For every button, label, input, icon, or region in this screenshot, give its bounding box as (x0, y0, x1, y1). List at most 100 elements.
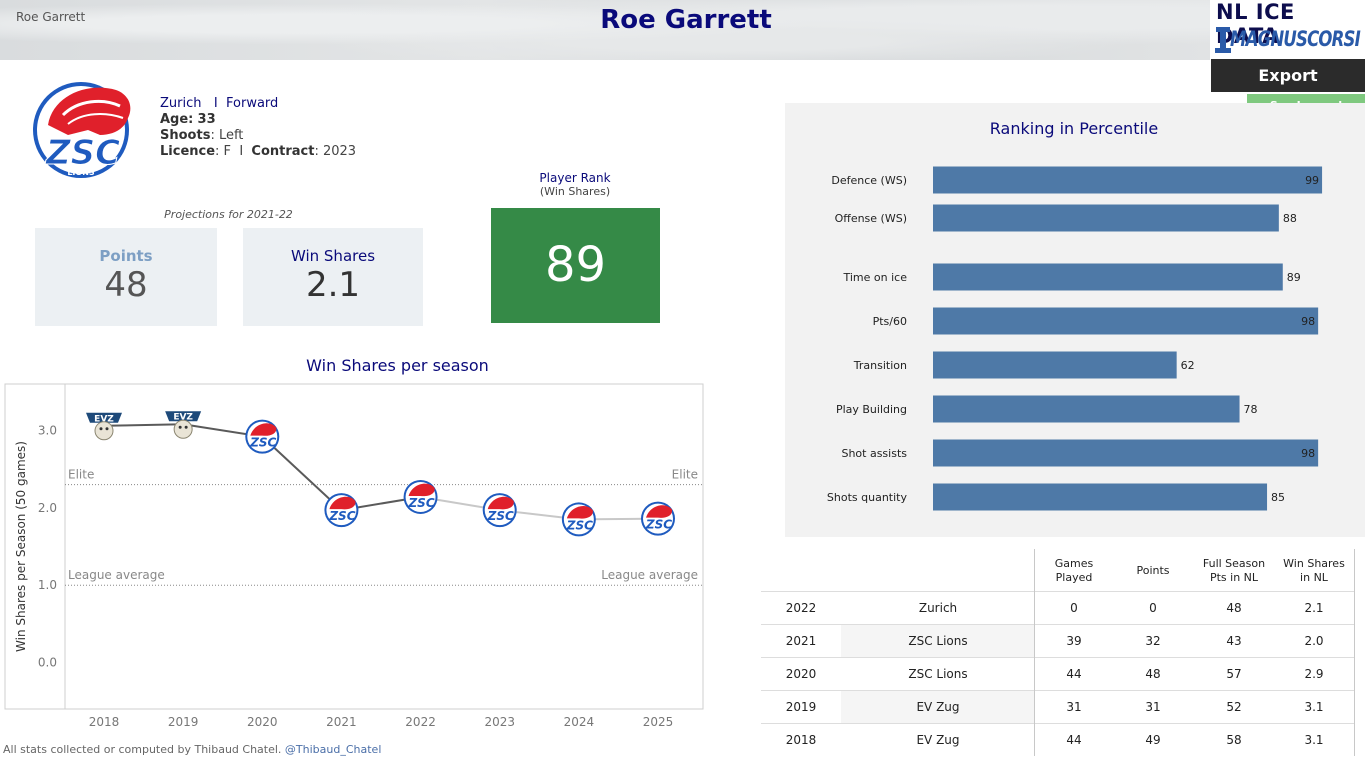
ws-y-tick-label: 1.0 (38, 578, 57, 592)
brand-logo[interactable]: NL ICE DATA MAGNUSCORSI (1212, 0, 1365, 58)
ws-x-tick-label: 2022 (405, 715, 436, 729)
row-shade (841, 691, 1035, 723)
table-cell-value: 44 (1066, 733, 1082, 747)
table-cell-team: EV Zug (916, 733, 960, 747)
ws-point-zsc-logo-icon[interactable]: ZSC (482, 493, 517, 528)
age-value: 33 (197, 112, 216, 127)
player-rank-caption: Player Rank (Win Shares) (490, 171, 660, 199)
table-cell-value: 52 (1226, 700, 1242, 714)
winshares-kpi-value: 2.1 (305, 265, 361, 305)
table-cell-value: 32 (1145, 634, 1161, 648)
licence-label: Licence (160, 144, 216, 159)
table-cell-value: 57 (1226, 667, 1242, 681)
table-row[interactable]: 2020 ZSC Lions 44 48 57 2.9 (761, 657, 1355, 690)
ws-point-zsc-logo-icon[interactable]: ZSC (324, 493, 359, 528)
svg-text:ZSC: ZSC (566, 518, 593, 532)
zsc-lions-logo-icon: ZSC LIONS (33, 82, 131, 178)
ws-x-tick-label: 2023 (484, 715, 515, 729)
row-shade (841, 625, 1035, 657)
ws-line-segment (103, 423, 184, 427)
pct-bar[interactable] (933, 166, 1323, 194)
table-header-line: Pts in NL (1209, 571, 1259, 584)
table-cell-value: 39 (1066, 634, 1082, 648)
player-info: Zurich I Forward Age: 33 Shoots: Left Li… (160, 96, 356, 160)
age-row: Age: 33 (160, 112, 356, 128)
pct-category-label: Offense (WS) (835, 212, 907, 225)
export-button[interactable]: Export (1211, 59, 1365, 92)
pct-bar[interactable] (933, 439, 1319, 467)
banner-texture (0, 0, 1210, 60)
pct-bar[interactable] (933, 204, 1279, 232)
pct-bar[interactable] (933, 351, 1177, 379)
pct-value-label: 99 (1305, 174, 1319, 187)
table-cell-value: 2.0 (1304, 634, 1324, 648)
player-position: Forward (226, 96, 279, 111)
table-cell-value: 2.1 (1304, 601, 1324, 615)
ws-reference-label-right: League average (601, 568, 698, 582)
shoots-value: : Left (210, 128, 244, 143)
pct-value-label: 78 (1244, 403, 1258, 416)
ws-y-axis-label: Win Shares per Season (50 games) (14, 441, 28, 652)
table-cell-year: 2022 (785, 601, 817, 615)
svg-text:ZSC: ZSC (487, 509, 514, 523)
ws-plot-frame (4, 383, 704, 710)
shoots-label: Shoots (160, 128, 211, 143)
table-row[interactable]: 2021 ZSC Lions 39 32 43 2.0 (761, 624, 1355, 657)
table-divider (1034, 549, 1035, 756)
ws-point-zsc-logo-icon[interactable]: ZSC (641, 501, 675, 536)
pct-bar[interactable] (933, 483, 1268, 511)
team-name: Zurich (160, 96, 202, 111)
table-cell-year: 2019 (785, 700, 817, 714)
table-row[interactable]: 2018 EV Zug 44 49 58 3.1 (761, 723, 1355, 756)
table-column-header[interactable]: Points (1120, 549, 1186, 591)
corner-player-name: Roe Garrett (16, 10, 86, 24)
table-cell-value: 0 (1149, 601, 1157, 615)
ws-point-zsc-logo-icon[interactable]: ZSC (561, 502, 596, 537)
table-cell-value: 48 (1226, 601, 1242, 615)
table-column-header[interactable]: Win Shares in NL (1276, 549, 1352, 591)
svg-text:ZSC: ZSC (249, 436, 276, 450)
pct-bar[interactable] (933, 307, 1319, 335)
ws-point-evz-logo-icon[interactable]: EVZ (86, 412, 122, 441)
pct-value-label: 85 (1271, 491, 1285, 504)
logo-text: ZSC (45, 133, 120, 173)
table-cell-value: 48 (1145, 667, 1161, 681)
table-column-header[interactable]: Full Season Pts in NL (1189, 549, 1279, 591)
table-cell-year: 2021 (785, 634, 817, 648)
table-cell-value: 49 (1145, 733, 1161, 747)
pct-bar[interactable] (933, 263, 1283, 291)
player-rank-value: 89 (491, 208, 660, 323)
ws-point-zsc-logo-icon[interactable]: ZSC (403, 479, 438, 514)
ws-point-zsc-logo-icon[interactable]: ZSC (245, 419, 280, 454)
table-cell-value: 31 (1066, 700, 1082, 714)
table-cell-year: 2018 (785, 733, 817, 747)
ws-reference-label-left: League average (68, 568, 165, 582)
points-kpi-label: Points (99, 247, 153, 265)
table-row[interactable]: 2022 Zurich 0 0 48 2.1 (761, 591, 1355, 624)
ws-y-tick-label: 3.0 (38, 423, 57, 437)
brand-line2: MAGNUSCORSI (1214, 24, 1362, 54)
pct-value-label: 89 (1287, 271, 1301, 284)
pct-bar[interactable] (933, 395, 1240, 423)
table-cell-team: ZSC Lions (908, 667, 968, 681)
ws-x-tick-label: 2018 (89, 715, 120, 729)
page-title: Roe Garrett (600, 5, 772, 35)
table-column-header[interactable]: Games Played (1036, 549, 1112, 591)
footer-text: All stats collected or computed by Thiba… (3, 743, 282, 756)
percentile-bar-chart: Defence (WS) 99 Offense (WS) 88 Time on ice 8… (827, 166, 1323, 511)
table-cell-value: 0 (1070, 601, 1078, 615)
ws-y-tick-label: 0.0 (38, 656, 57, 670)
svg-text:ZSC: ZSC (407, 496, 434, 510)
footer-handle-link[interactable]: @Thibaud_Chatel (284, 743, 382, 756)
table-header-line: Played (1055, 571, 1093, 584)
projections-caption: Projections for 2021-22 (164, 208, 293, 221)
contract-value: : 2023 (314, 144, 357, 159)
table-header-line: Win Shares (1283, 557, 1345, 570)
brand-wordmark-icon: MAGNUSCORSI (1215, 27, 1362, 53)
brand-line2-text: MAGNUSCORSI (1230, 27, 1361, 51)
svg-text:EVZ: EVZ (173, 413, 193, 423)
ws-x-tick-label: 2019 (168, 715, 199, 729)
table-row[interactable]: 2019 EV Zug 31 31 52 3.1 (761, 690, 1355, 723)
brand-line1: NL ICE DATA (1216, 0, 1295, 48)
ws-point-evz-logo-icon[interactable]: EVZ (165, 411, 202, 439)
